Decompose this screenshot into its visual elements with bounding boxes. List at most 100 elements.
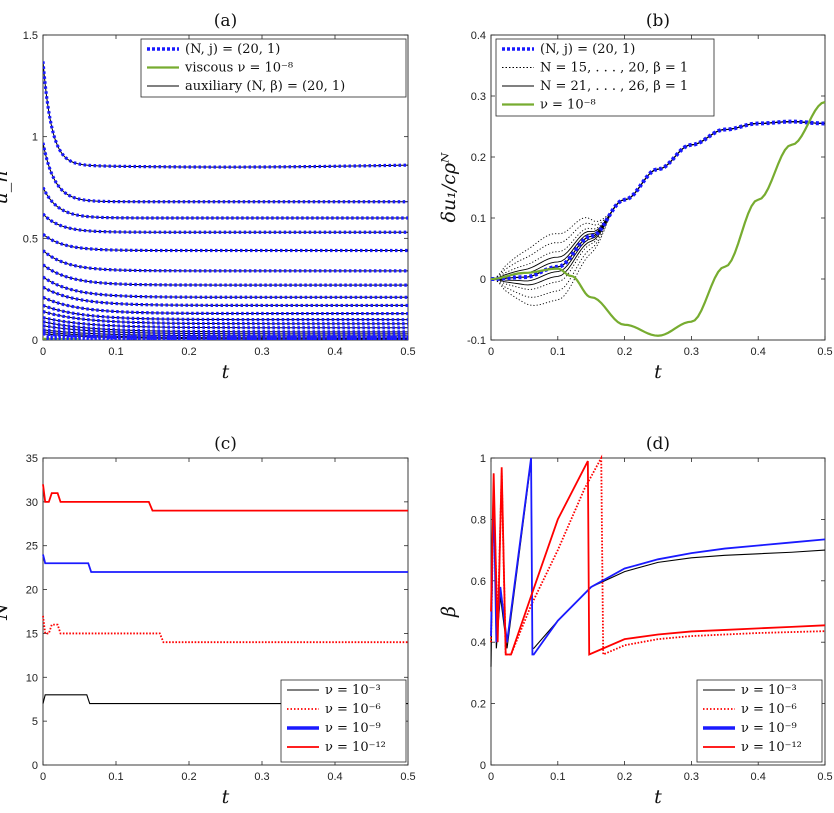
chart-title: (c)	[214, 434, 237, 454]
legend-label: ν = 10⁻⁶	[325, 702, 381, 717]
series-line	[490, 460, 826, 656]
series-line	[42, 615, 408, 644]
legend-box	[696, 679, 823, 763]
y-axis-label: N	[0, 602, 12, 621]
x-axis-label: t	[222, 361, 230, 383]
series-line	[42, 694, 408, 705]
dotted-line	[490, 121, 826, 298]
series-line	[42, 554, 408, 573]
x-tick-label: 0.3	[254, 771, 269, 783]
y-axis-label: β	[438, 606, 460, 618]
legend-label: N = 15, . . . , 20, β = 1	[540, 61, 688, 76]
y-tick-label: -0.1	[467, 335, 486, 347]
x-tick-label: 0.5	[817, 346, 832, 358]
x-tick-label: 0.2	[181, 771, 196, 783]
y-tick-label: 15	[26, 628, 38, 640]
y-tick-label: 1	[32, 132, 38, 144]
dotted-line	[43, 61, 408, 169]
x-tick-label: 0.5	[400, 771, 415, 783]
x-tick-label: 0.1	[550, 771, 565, 783]
y-axis-label: δu₁/cρᴺ	[438, 152, 460, 223]
y-tick-label: 0.2	[471, 152, 486, 164]
dotted-line	[43, 212, 408, 234]
legend-label: ν = 10⁻¹²	[325, 740, 386, 755]
y-tick-label: 0.2	[471, 699, 486, 711]
legend-box	[495, 38, 715, 117]
x-tick-label: 0.3	[684, 771, 699, 783]
y-tick-label: 20	[26, 585, 38, 597]
dotted-line	[43, 324, 408, 336]
chart-title: (a)	[214, 11, 237, 31]
y-tick-label: 35	[26, 453, 38, 465]
legend-label: (N, j) = (20, 1)	[540, 42, 635, 57]
chart-title: (b)	[646, 11, 670, 31]
x-tick-label: 0.2	[617, 346, 632, 358]
x-tick-label: 0	[40, 771, 46, 783]
dotted-line	[43, 232, 408, 253]
x-tick-label: 0.5	[817, 771, 832, 783]
dotted-line	[43, 309, 408, 326]
y-tick-label: 0.5	[23, 233, 38, 245]
legend-label: ν = 10⁻³	[741, 683, 797, 698]
legend-label: ν = 10⁻³	[325, 683, 381, 698]
legend-label: auxiliary (N, β) = (20, 1)	[185, 79, 345, 94]
x-tick-label: 0.3	[254, 346, 269, 358]
legend-label: ν = 10⁻⁶	[741, 702, 797, 717]
dotted-line	[43, 295, 408, 316]
x-axis-label: t	[654, 361, 662, 383]
y-tick-label: 10	[26, 672, 38, 684]
y-tick-label: 0	[32, 760, 38, 772]
legend-c: ν = 10⁻³ ν = 10⁻⁶ ν = 10⁻⁹ ν = 10⁻¹²	[280, 679, 407, 763]
y-tick-label: 0.6	[471, 576, 486, 588]
y-axis-label: u_n	[0, 171, 12, 205]
x-tick-label: 0.5	[400, 346, 415, 358]
x-tick-label: 0.4	[751, 771, 766, 783]
y-tick-label: 0	[480, 760, 486, 772]
y-tick-label: 0	[32, 335, 38, 347]
legend-label: ν = 10⁻¹²	[741, 740, 802, 755]
legend-box	[140, 38, 407, 98]
dotted-line	[43, 285, 408, 308]
y-tick-label: 0.1	[471, 213, 486, 225]
x-tick-label: 0.4	[751, 346, 766, 358]
y-tick-label: 1	[480, 453, 486, 465]
viscous-line	[490, 101, 826, 337]
x-tick-label: 0.1	[550, 346, 565, 358]
legend-label: ν = 10⁻⁹	[325, 721, 381, 736]
y-tick-label: 30	[26, 497, 38, 509]
dotted-line	[43, 303, 408, 322]
y-tick-label: 0.4	[471, 637, 486, 649]
dotted-line	[43, 320, 408, 334]
x-axis-label: t	[654, 786, 662, 808]
legend-b: (N, j) = (20, 1) N = 15, . . . , 20, β = …	[495, 38, 715, 117]
x-tick-label: 0.1	[108, 771, 123, 783]
y-tick-label: 5	[32, 716, 38, 728]
legend-label: (N, j) = (20, 1)	[185, 42, 280, 57]
x-tick-label: 0	[40, 346, 46, 358]
x-tick-label: 0.2	[617, 771, 632, 783]
y-tick-label: 0.4	[471, 30, 486, 42]
y-tick-label: 25	[26, 541, 38, 553]
x-tick-label: 0.2	[181, 346, 196, 358]
x-axis-label: t	[222, 786, 230, 808]
y-tick-label: 0	[480, 274, 486, 286]
chart-title: (d)	[646, 434, 670, 454]
dotted-line	[43, 142, 408, 204]
legend-a: (N, j) = (20, 1) viscous ν = 10⁻⁸ auxiliar…	[140, 38, 407, 98]
dotted-line	[43, 249, 408, 273]
y-tick-label: 0.3	[471, 91, 486, 103]
y-tick-label: 1.5	[23, 30, 38, 42]
legend-label: viscous ν = 10⁻⁸	[184, 61, 293, 76]
x-tick-label: 0.3	[684, 346, 699, 358]
x-tick-label: 0.4	[327, 346, 342, 358]
legend-d: ν = 10⁻³ ν = 10⁻⁶ ν = 10⁻⁹ ν = 10⁻¹²	[696, 679, 823, 763]
legend-label: N = 21, . . . , 26, β = 1	[540, 79, 688, 94]
dotted-line	[43, 263, 408, 287]
series-line	[42, 484, 408, 512]
x-tick-label: 0.4	[327, 771, 342, 783]
dotted-line	[43, 316, 408, 330]
dotted-line	[43, 186, 408, 220]
legend-box	[280, 679, 407, 763]
y-tick-label: 0.8	[471, 514, 486, 526]
